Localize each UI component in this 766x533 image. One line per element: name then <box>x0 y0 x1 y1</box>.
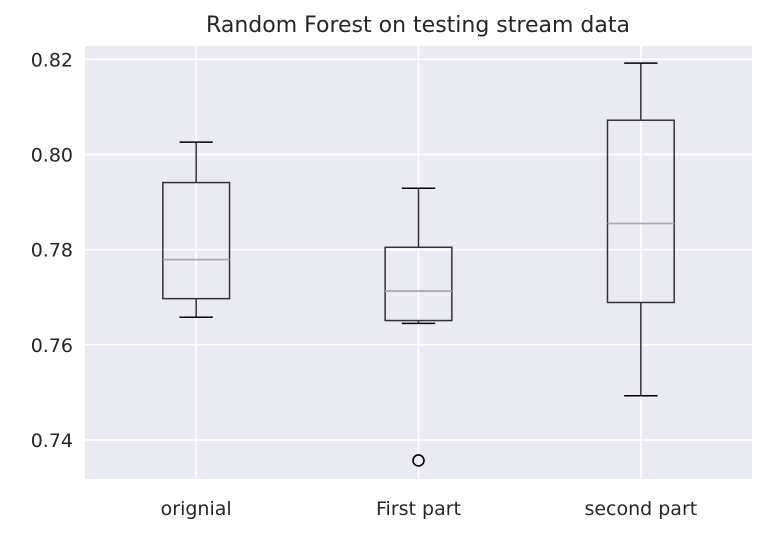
tick-layer: 0.74 0.76 0.78 0.80 0.82 orignial First part se… <box>31 49 698 520</box>
box-iqr <box>384 246 453 322</box>
y-tick-label: 0.74 <box>31 430 73 452</box>
outlier-point <box>412 454 425 467</box>
chart-title: Random Forest on testing stream data <box>206 13 630 38</box>
x-tick-label: First part <box>376 498 461 520</box>
box-iqr <box>606 119 675 304</box>
y-tick-label: 0.80 <box>31 144 73 166</box>
y-tick-label: 0.78 <box>31 240 73 262</box>
box-1 <box>162 141 231 318</box>
y-tick-label: 0.76 <box>31 335 73 357</box>
box-iqr <box>162 181 231 300</box>
box-layer <box>162 62 675 467</box>
x-tick-label: second part <box>584 498 697 520</box>
box-2 <box>384 187 453 467</box>
y-tick-label: 0.82 <box>31 49 73 71</box>
x-tick-label: orignial <box>161 498 232 520</box>
box-3 <box>606 62 675 397</box>
